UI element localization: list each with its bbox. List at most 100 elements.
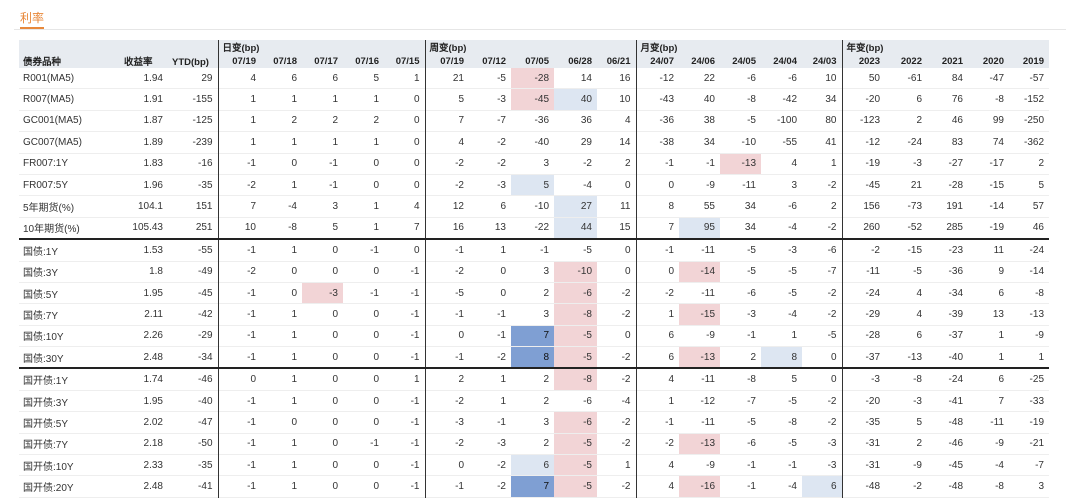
header-weekly-3: 06/28 <box>554 54 597 68</box>
change-cell: -5 <box>554 433 597 455</box>
change-cell: -37 <box>948 330 963 342</box>
change-cell: 1 <box>624 459 631 471</box>
change-cell: 0 <box>302 367 343 391</box>
change-cell: 1 <box>373 201 379 213</box>
change-cell: 6 <box>998 287 1004 299</box>
change-cell: -3 <box>827 438 837 450</box>
change-cell: 2 <box>373 115 379 127</box>
change-cell: -1 <box>343 238 384 262</box>
change-cell: 16 <box>619 72 631 84</box>
bond-name: GC007(MA5) <box>23 136 82 148</box>
change-cell: 10 <box>217 217 261 240</box>
header-name: 债券品种 <box>19 40 120 68</box>
yield-value: 2.11 <box>144 308 163 320</box>
table-row: 国开债:20Y 2.48 -41 -1 1 0 0 -1 -1 -2 7 -5 -2 4 -16 -1 -4 6-… <box>19 475 1049 498</box>
change-cell: -1 <box>410 481 420 493</box>
change-cell: 8 <box>761 346 802 369</box>
ytd-value: -125 <box>192 115 213 127</box>
change-cell: -10 <box>554 261 597 283</box>
change-cell: -27 <box>948 158 963 170</box>
change-cell: 6 <box>635 325 679 347</box>
tab-rates[interactable]: 利率 <box>20 11 45 25</box>
change-cell: -1 <box>706 158 715 170</box>
change-cell: 5 <box>761 367 802 391</box>
table-row: 国债:3Y 1.8 -49 -2 0 0 0 -1 -2 0 3 -10 0 0 -14 -5 -5 -7 -11-… <box>19 261 1049 283</box>
change-cell: -23 <box>927 238 968 262</box>
bond-name: 国债:30Y <box>23 353 64 365</box>
change-cell: -5 <box>788 266 797 278</box>
change-cell: 285 <box>946 222 963 234</box>
change-cell: 1 <box>291 459 297 471</box>
change-cell: 0 <box>597 238 636 262</box>
change-cell: -5 <box>720 238 761 262</box>
change-cell: -8 <box>747 94 756 106</box>
ytd-value: -45 <box>198 287 213 299</box>
table-row: 10年期货(%) 105.43 251 10 -8 5 1 7 16 13 -22 44 15 7 95 34… <box>19 217 1049 240</box>
ytd-value: 251 <box>195 222 213 234</box>
change-cell: -2 <box>621 287 631 299</box>
change-cell: 0 <box>291 287 297 299</box>
change-cell: 1 <box>635 390 679 412</box>
header-daily-3: 07/16 <box>343 54 384 68</box>
bond-name: R001(MA5) <box>23 72 75 84</box>
change-cell: 4 <box>916 287 922 299</box>
change-cell: -5 <box>788 287 797 299</box>
change-cell: -24 <box>841 282 885 304</box>
change-cell: 2 <box>916 115 922 127</box>
change-cell: -57 <box>1029 72 1044 84</box>
yield-value: 1.94 <box>143 72 163 84</box>
change-cell: -48 <box>841 475 885 498</box>
change-cell: -1 <box>747 481 756 493</box>
change-cell: 95 <box>679 217 720 240</box>
change-cell: 0 <box>413 136 420 148</box>
table-row: 国开债:3Y 1.95 -40 -1 1 0 0 -1 -2 1 2 -6 -4 1 -12 -7 -5 -2 -2… <box>19 390 1049 412</box>
change-cell: 1 <box>1038 351 1044 363</box>
change-cell: -11 <box>701 287 715 299</box>
change-cell: -5 <box>747 266 756 278</box>
change-cell: 0 <box>373 158 379 170</box>
change-cell: -5 <box>913 266 922 278</box>
change-cell: 6 <box>802 475 842 498</box>
change-cell: 6 <box>916 94 922 106</box>
header-weekly-1: 07/12 <box>469 54 511 68</box>
change-cell: 2 <box>1038 158 1044 170</box>
change-cell: -5 <box>554 475 597 498</box>
change-cell: -1 <box>217 325 261 347</box>
change-cell: -11 <box>990 416 1004 428</box>
change-cell: -9 <box>995 438 1004 450</box>
change-cell: -19 <box>1029 416 1044 428</box>
change-cell: 1 <box>332 94 338 106</box>
yield-value: 2.26 <box>143 330 163 342</box>
table-row: 国债:1Y 1.53 -55 -1 1 0 -1 0 -1 1 -1 -5 0 -1 -11 -5 -3 -6 -2… <box>19 238 1049 262</box>
change-cell: 1 <box>291 481 297 493</box>
change-cell: -12 <box>841 131 885 154</box>
change-cell: -3 <box>841 367 885 391</box>
change-cell: -31 <box>841 454 885 476</box>
bond-name: 国债:1Y <box>19 238 120 262</box>
change-cell: -7 <box>1035 459 1044 471</box>
change-cell: 80 <box>825 115 837 127</box>
change-cell: 2 <box>916 438 922 450</box>
change-cell: -24 <box>907 136 922 148</box>
change-cell: -6 <box>747 438 756 450</box>
change-cell: -1 <box>217 454 261 476</box>
change-cell: -2 <box>827 222 837 234</box>
change-cell: 0 <box>624 179 631 191</box>
change-cell: 1 <box>469 367 511 391</box>
change-cell: -1 <box>217 433 261 455</box>
bond-name: FR007:5Y <box>23 179 69 191</box>
change-cell: 13 <box>992 308 1004 320</box>
change-cell: -11 <box>742 179 756 191</box>
header-yearly-0: 2023 <box>841 54 885 68</box>
ytd-value: -49 <box>198 266 213 278</box>
rates-table: 债券品种 收益率 YTD(bp) 日变(bp) 周变(bp) 月变(bp) 年变… <box>19 40 1049 498</box>
change-cell: 0 <box>424 325 469 347</box>
change-cell: 3 <box>543 158 549 170</box>
change-cell: -3 <box>497 179 506 191</box>
change-cell: -35 <box>841 411 885 434</box>
change-cell: 2 <box>543 438 549 450</box>
yield-value: 2.33 <box>143 459 163 471</box>
change-cell: -1 <box>410 438 420 450</box>
change-cell: -152 <box>1023 94 1044 106</box>
header-daily-4: 07/15 <box>384 54 425 68</box>
